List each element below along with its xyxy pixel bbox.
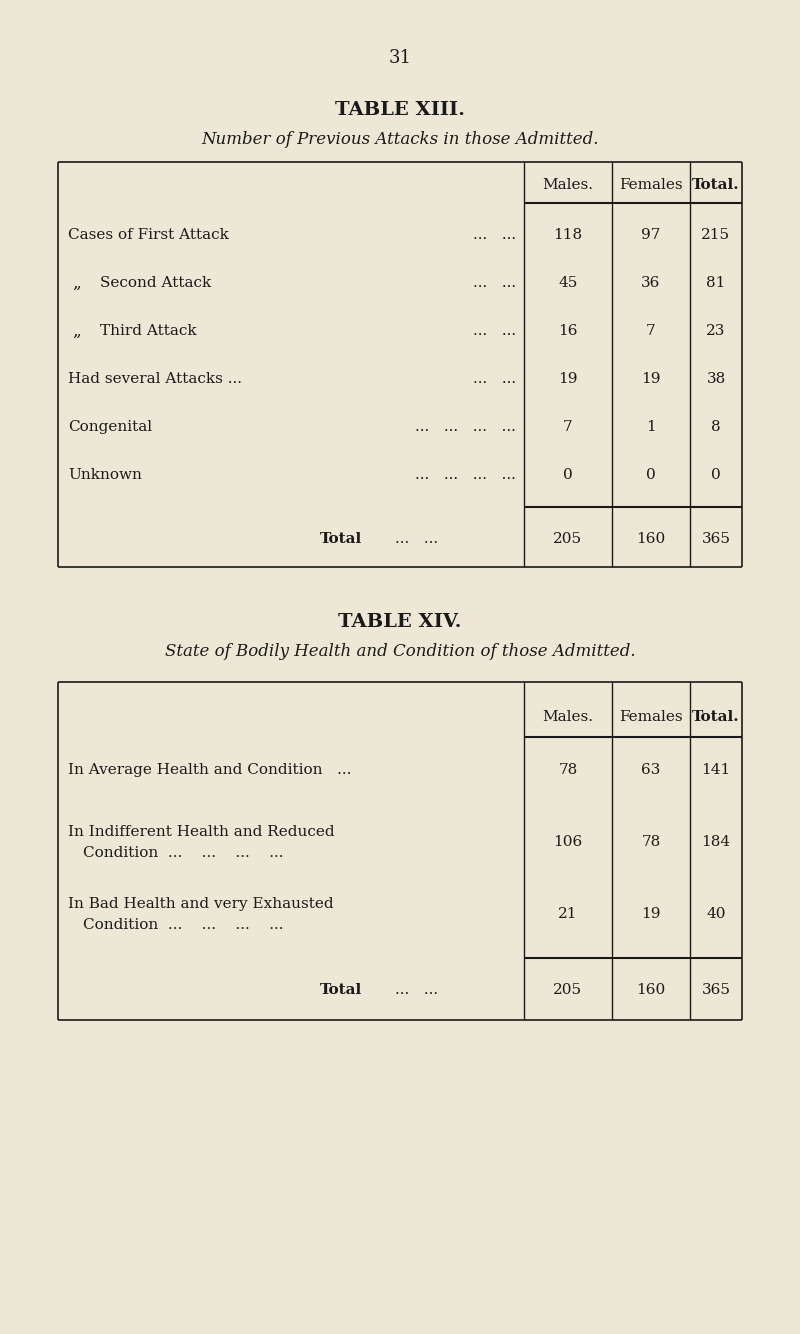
Text: ...   ...: ... ... bbox=[395, 532, 438, 546]
Text: 19: 19 bbox=[642, 907, 661, 920]
Text: 160: 160 bbox=[636, 983, 666, 996]
Text: ...   ...   ...   ...: ... ... ... ... bbox=[415, 420, 516, 434]
Text: In Average Health and Condition   ...: In Average Health and Condition ... bbox=[68, 763, 351, 776]
Text: 97: 97 bbox=[642, 228, 661, 241]
Text: ...   ...: ... ... bbox=[395, 983, 438, 996]
Text: 141: 141 bbox=[702, 763, 730, 776]
Text: „: „ bbox=[72, 275, 81, 292]
Text: 36: 36 bbox=[642, 276, 661, 289]
Text: Had several Attacks ...: Had several Attacks ... bbox=[68, 372, 242, 386]
Text: 365: 365 bbox=[702, 983, 730, 996]
Text: 118: 118 bbox=[554, 228, 582, 241]
Text: 21: 21 bbox=[558, 907, 578, 920]
Text: In Bad Health and very Exhausted: In Bad Health and very Exhausted bbox=[68, 896, 334, 911]
Text: Females: Females bbox=[619, 710, 683, 724]
Text: Males.: Males. bbox=[542, 710, 594, 724]
Text: TABLE XIV.: TABLE XIV. bbox=[338, 614, 462, 631]
Text: ...   ...   ...   ...: ... ... ... ... bbox=[415, 468, 516, 482]
Text: 1: 1 bbox=[646, 420, 656, 434]
Text: 40: 40 bbox=[706, 907, 726, 920]
Text: 23: 23 bbox=[706, 324, 726, 338]
Text: Total: Total bbox=[320, 532, 362, 546]
Text: Total: Total bbox=[320, 983, 362, 996]
Text: 160: 160 bbox=[636, 532, 666, 546]
Text: ...   ...: ... ... bbox=[473, 324, 516, 338]
Text: 7: 7 bbox=[563, 420, 573, 434]
Text: Third Attack: Third Attack bbox=[100, 324, 197, 338]
Text: Females: Females bbox=[619, 177, 683, 192]
Text: 78: 78 bbox=[558, 763, 578, 776]
Text: In Indifferent Health and Reduced: In Indifferent Health and Reduced bbox=[68, 824, 334, 839]
Text: 81: 81 bbox=[706, 276, 726, 289]
Text: 45: 45 bbox=[558, 276, 578, 289]
Text: 38: 38 bbox=[706, 372, 726, 386]
Text: 205: 205 bbox=[554, 983, 582, 996]
Text: Second Attack: Second Attack bbox=[100, 276, 211, 289]
Text: Cases of First Attack: Cases of First Attack bbox=[68, 228, 229, 241]
Text: TABLE XIII.: TABLE XIII. bbox=[335, 101, 465, 119]
Text: Number of Previous Attacks in those Admitted.: Number of Previous Attacks in those Admi… bbox=[202, 132, 598, 148]
Text: 365: 365 bbox=[702, 532, 730, 546]
Text: ...   ...: ... ... bbox=[473, 276, 516, 289]
Text: 19: 19 bbox=[642, 372, 661, 386]
Text: 31: 31 bbox=[389, 49, 411, 67]
Text: 16: 16 bbox=[558, 324, 578, 338]
Text: 184: 184 bbox=[702, 835, 730, 848]
Text: 0: 0 bbox=[563, 468, 573, 482]
Text: Condition  ...    ...    ...    ...: Condition ... ... ... ... bbox=[83, 846, 283, 860]
Text: 7: 7 bbox=[646, 324, 656, 338]
Text: Total.: Total. bbox=[692, 177, 740, 192]
Text: „: „ bbox=[72, 323, 81, 339]
Text: 0: 0 bbox=[711, 468, 721, 482]
Text: 106: 106 bbox=[554, 835, 582, 848]
Text: ...   ...: ... ... bbox=[473, 228, 516, 241]
Text: 0: 0 bbox=[646, 468, 656, 482]
Text: Congenital: Congenital bbox=[68, 420, 152, 434]
Text: 205: 205 bbox=[554, 532, 582, 546]
Text: Total.: Total. bbox=[692, 710, 740, 724]
Text: 215: 215 bbox=[702, 228, 730, 241]
Text: 63: 63 bbox=[642, 763, 661, 776]
Text: Condition  ...    ...    ...    ...: Condition ... ... ... ... bbox=[83, 918, 283, 932]
Text: Males.: Males. bbox=[542, 177, 594, 192]
Text: 8: 8 bbox=[711, 420, 721, 434]
Text: State of Bodily Health and Condition of those Admitted.: State of Bodily Health and Condition of … bbox=[165, 643, 635, 660]
Text: 78: 78 bbox=[642, 835, 661, 848]
Text: Unknown: Unknown bbox=[68, 468, 142, 482]
Text: 19: 19 bbox=[558, 372, 578, 386]
Text: ...   ...: ... ... bbox=[473, 372, 516, 386]
